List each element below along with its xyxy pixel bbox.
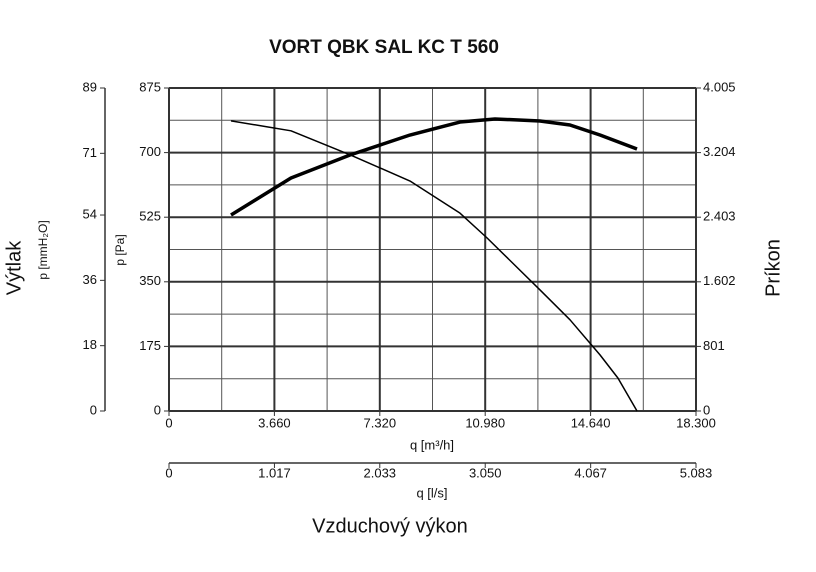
y3-title: Výtlak xyxy=(3,240,25,295)
y-tick-label: 175 xyxy=(139,338,161,353)
x-axis-label: q [m³/h] xyxy=(410,437,454,452)
chart-title: VORT QBK SAL KC T 560 xyxy=(269,37,499,58)
curve xyxy=(230,120,638,412)
y3-tick-label: 54 xyxy=(83,206,97,221)
x-tick-label: 3.660 xyxy=(258,415,291,430)
x2-tick-label: 3.050 xyxy=(469,465,502,480)
y3-tick-label: 18 xyxy=(83,337,97,352)
curve xyxy=(230,117,638,217)
x2-axis-label: q [l/s] xyxy=(416,485,447,500)
y-tick-label: 0 xyxy=(154,402,161,417)
y2-tick-label: 0 xyxy=(703,402,710,417)
x-tick-label: 7.320 xyxy=(364,415,397,430)
y2-tick-label: 1.602 xyxy=(703,273,736,288)
y-tick-label: 525 xyxy=(139,209,161,224)
x2-tick-label: 5.083 xyxy=(680,465,713,480)
x2-tick-label: 1.017 xyxy=(258,465,291,480)
x-tick-label: 18.300 xyxy=(676,415,716,430)
y2-tick-label: 4.005 xyxy=(703,79,736,94)
x-tick-label: 14.640 xyxy=(571,415,611,430)
x2-tick-label: 2.033 xyxy=(364,465,397,480)
x-tick-label: 10.980 xyxy=(465,415,505,430)
y2-tick-label: 3.204 xyxy=(703,144,736,159)
y3-tick-label: 36 xyxy=(83,272,97,287)
y-tick-label: 350 xyxy=(139,273,161,288)
y-tick-label: 875 xyxy=(139,79,161,94)
y3-tick-label: 89 xyxy=(83,79,97,94)
x-tick-label: 0 xyxy=(165,415,172,430)
y3-axis-label: p [mmH₂O] xyxy=(36,220,50,279)
x2-tick-label: 0 xyxy=(165,465,172,480)
y2-tick-label: 2.403 xyxy=(703,209,736,224)
y2-tick-label: 801 xyxy=(703,338,725,353)
y2-axis-label: Príkon xyxy=(762,239,784,297)
y3-tick-label: 0 xyxy=(90,402,97,417)
bottom-label: Vzduchový výkon xyxy=(312,515,468,537)
y-axis-label: p [Pa] xyxy=(113,234,127,265)
x2-tick-label: 4.067 xyxy=(574,465,607,480)
y3-tick-label: 71 xyxy=(83,145,97,160)
y-tick-label: 700 xyxy=(139,144,161,159)
